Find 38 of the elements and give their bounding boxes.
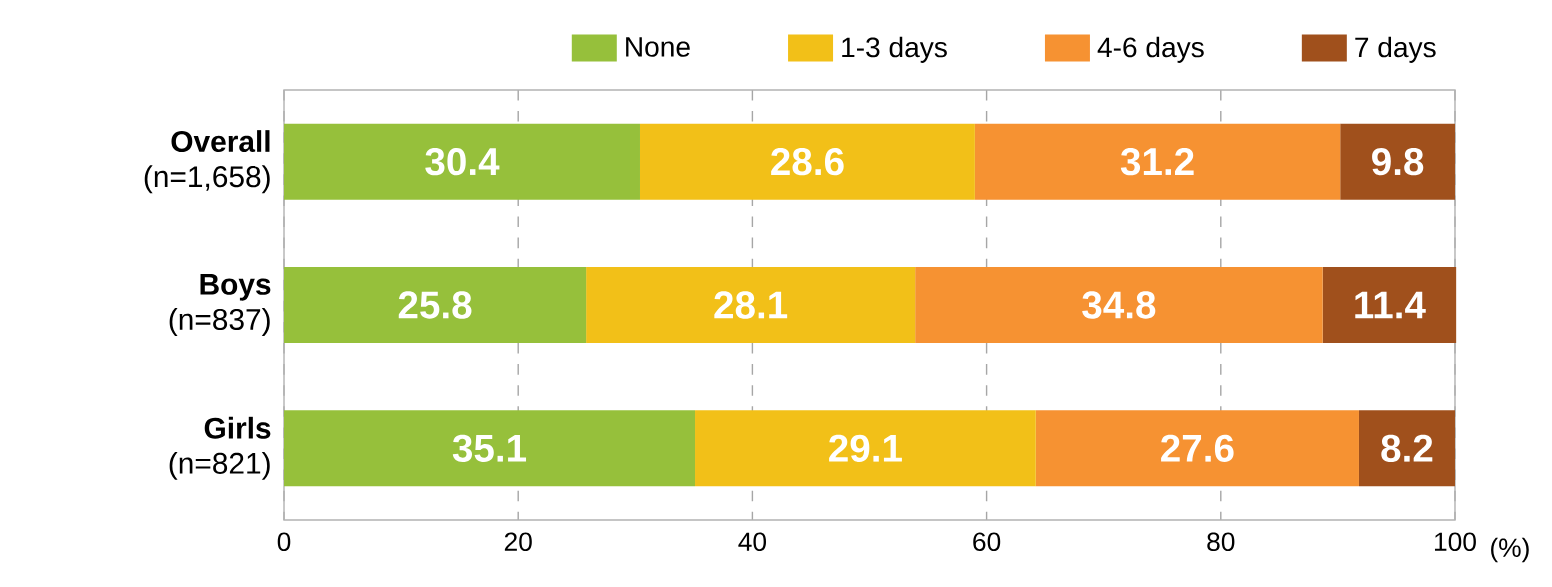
data-label: 31.2	[1120, 147, 1194, 176]
data-label: 28.1	[714, 291, 788, 319]
bar	[284, 410, 696, 487]
bar	[1035, 410, 1359, 487]
bar	[586, 267, 916, 343]
bar	[284, 123, 640, 200]
data-label: 30.4	[425, 147, 500, 176]
legend-label: 4-6 days	[1097, 36, 1204, 63]
bar	[639, 123, 975, 200]
data-label: 28.6	[771, 148, 844, 176]
bar	[1340, 123, 1455, 200]
x-tick-label: 40	[738, 532, 767, 552]
x-tick-label: 100	[1434, 532, 1476, 552]
x-axis-title: (%)	[1491, 537, 1529, 563]
bar	[284, 267, 587, 343]
x-tick-label: 20	[504, 532, 532, 552]
bar	[1322, 267, 1457, 343]
data-label: 8.2	[1381, 434, 1433, 463]
data-label: 27.6	[1161, 434, 1234, 463]
data-label: 9.8	[1372, 148, 1424, 176]
legend-label: 7 days	[1355, 36, 1436, 63]
data-label: 11.4	[1355, 291, 1426, 319]
y-tick-label: Overall (n=1,658)	[144, 130, 270, 194]
data-label: 25.8	[398, 291, 472, 319]
bar	[974, 123, 1341, 200]
data-label: 34.8	[1082, 291, 1156, 319]
x-tick-label: 60	[973, 532, 1001, 552]
legend-label: 1-3 days	[842, 36, 947, 63]
bar	[695, 410, 1036, 487]
legend-label: None	[626, 37, 690, 57]
data-label: 35.1	[452, 434, 527, 463]
y-tick-label: Boys (n=837)	[169, 274, 271, 336]
y-tick-label: Girls (n=821)	[169, 416, 271, 480]
bar	[915, 267, 1323, 343]
data-label: 29.1	[829, 434, 902, 463]
x-tick-label: 0	[277, 532, 291, 552]
x-tick-label: 80	[1207, 532, 1235, 552]
bar	[1358, 410, 1455, 487]
